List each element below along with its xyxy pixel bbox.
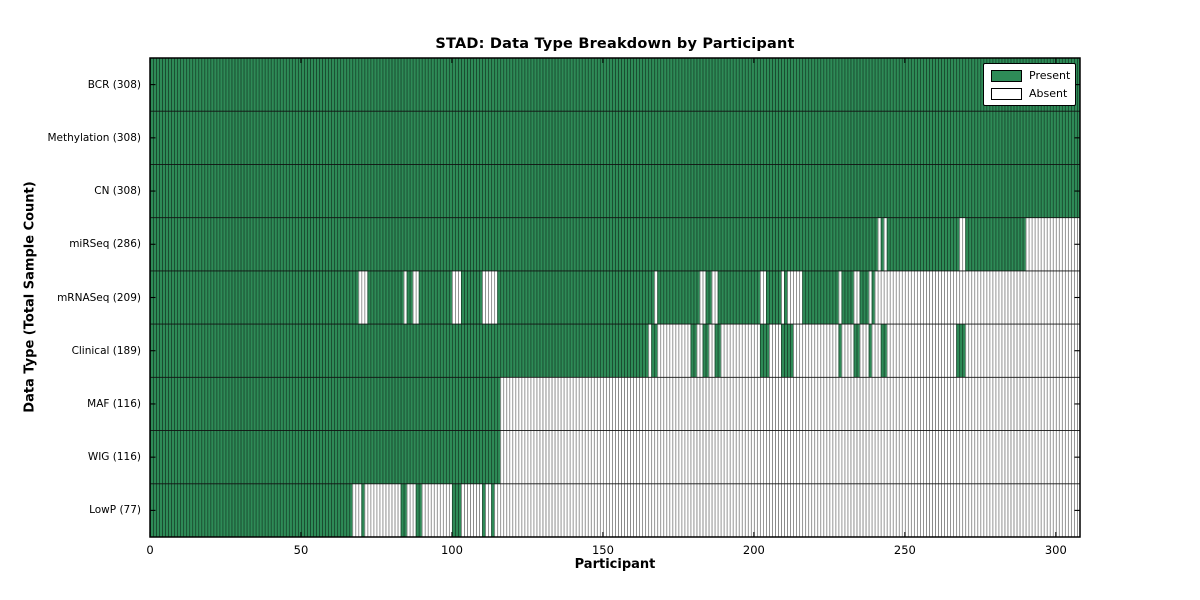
y-tick-label-LowP: LowP (77) xyxy=(89,504,141,517)
bar-edges-overlay xyxy=(150,58,1080,537)
x-tick-label: 0 xyxy=(146,543,154,557)
y-tick-label-Clinical: Clinical (189) xyxy=(71,344,141,357)
y-axis-label: Data Type (Total Sample Count) xyxy=(22,181,38,413)
y-tick-label-BCR: BCR (308) xyxy=(87,78,141,91)
y-tick-label-mRNASeq: mRNASeq (209) xyxy=(57,291,141,304)
plot-border xyxy=(149,57,1081,538)
legend-entry-present: Present xyxy=(991,68,1071,82)
y-tick-label-miRSeq: miRSeq (286) xyxy=(69,238,141,251)
x-tick-label: 150 xyxy=(591,543,614,557)
x-tick-label: 300 xyxy=(1044,543,1067,557)
legend-label-present: Present xyxy=(1029,68,1071,82)
x-tick-label: 50 xyxy=(293,543,309,557)
legend-swatch-absent-icon xyxy=(991,87,1022,100)
legend-swatch-present-icon xyxy=(991,69,1022,82)
x-tick-label: 100 xyxy=(440,543,463,557)
x-axis-label: Participant xyxy=(574,557,656,572)
y-tick-label-MAF: MAF (116) xyxy=(87,397,141,410)
x-tick-label: 250 xyxy=(893,543,916,557)
x-tick-label: 200 xyxy=(742,543,765,557)
legend-entry-absent: Absent xyxy=(991,87,1069,100)
y-tick-label-CN: CN (308) xyxy=(94,185,141,198)
legend: Present Absent xyxy=(983,63,1076,106)
y-tick-label-WIG: WIG (116) xyxy=(87,451,141,464)
y-tick-label-Methylation: Methylation (308) xyxy=(47,131,141,144)
legend-label-absent: Absent xyxy=(1029,86,1068,100)
chart-title: STAD: Data Type Breakdown by Participant xyxy=(435,36,795,52)
